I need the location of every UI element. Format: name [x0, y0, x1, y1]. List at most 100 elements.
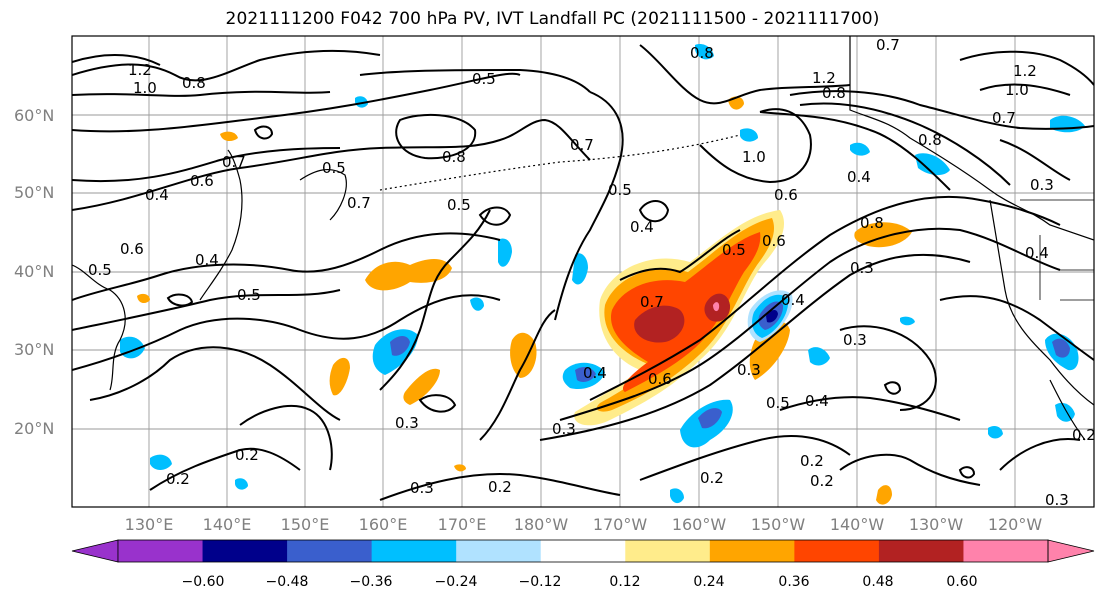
contour-line — [149, 447, 301, 491]
contour-label: 0.6 — [774, 186, 798, 204]
lon-label: 170°E — [438, 515, 487, 534]
positive-pv-blob — [220, 131, 238, 142]
positive-pv-blob — [876, 485, 892, 505]
contour-line — [839, 325, 937, 411]
contour-label: 0.8 — [918, 131, 942, 149]
contour-label: 0.4 — [847, 168, 871, 186]
contour-line — [979, 83, 1071, 96]
coastline-alaska — [849, 36, 1094, 241]
lon-label: 120°W — [988, 515, 1043, 534]
negative-pv — [572, 253, 588, 285]
contour-line — [559, 227, 1061, 421]
positive-pv-peak — [634, 305, 685, 343]
negative-pv — [808, 347, 830, 366]
contour-line — [699, 108, 812, 184]
contour-line — [72, 232, 501, 301]
contour-label: 0.3 — [552, 420, 576, 438]
contour-line — [72, 49, 381, 82]
negative-pv — [470, 297, 484, 311]
colorbar-tick-label: 0.12 — [609, 574, 640, 590]
contour-line — [789, 90, 1094, 130]
contour-label: 0.3 — [410, 479, 434, 497]
negative-pv-strong — [575, 366, 596, 382]
lon-label: 140°E — [203, 515, 252, 534]
contour-line — [253, 125, 274, 140]
positive-pv-blob — [329, 357, 350, 396]
colorbar-segment — [963, 540, 1049, 562]
colorbar-tick-label: −0.36 — [350, 574, 393, 590]
contour-line — [166, 293, 194, 307]
negative-pv — [740, 128, 758, 142]
contour-label: 1.2 — [128, 61, 152, 79]
contour-label: 0.8 — [182, 74, 206, 92]
latitude-labels: 60°N 50°N 40°N 30°N 20°N — [14, 106, 54, 438]
contour-label: 1.2 — [1013, 62, 1037, 80]
contour-label: 0.8 — [860, 214, 884, 232]
colorbar-segment — [794, 540, 880, 562]
contour-line — [89, 346, 341, 421]
lat-label: 60°N — [14, 106, 54, 125]
lon-label: 130°W — [909, 515, 964, 534]
negative-pv — [498, 238, 512, 267]
contour-label: 0.2 — [800, 452, 824, 470]
contour-label: 0.8 — [822, 84, 846, 102]
negative-pv — [235, 478, 248, 490]
contour-label: 0.6 — [120, 240, 144, 258]
colorbar-segment — [202, 540, 288, 562]
contour-label: 0.4 — [583, 364, 607, 382]
negative-pv-strong — [1052, 338, 1070, 358]
lat-label: 20°N — [14, 419, 54, 438]
colorbar-extend-min — [71, 539, 119, 563]
colorbar-segment — [625, 540, 711, 562]
colorbar-segment — [878, 540, 964, 562]
coastline-japan — [199, 149, 243, 301]
lon-label: 150°W — [751, 515, 806, 534]
positive-pv-blob — [365, 259, 452, 291]
contour-label: 0.2 — [166, 470, 190, 488]
contour-line — [759, 111, 951, 191]
contour-line — [72, 289, 341, 331]
contour-label: 0.6 — [762, 232, 786, 250]
contour-label: 0.4 — [1025, 244, 1049, 262]
negative-pv — [355, 96, 368, 108]
pv-contours — [72, 44, 1094, 501]
contour-line — [999, 438, 1081, 471]
contour-label: 1.2 — [812, 69, 836, 87]
positive-pv-blob — [403, 368, 440, 405]
contour-label: 0.5 — [608, 181, 632, 199]
positive-pv-max — [713, 302, 720, 312]
colorbar-extend-max — [1047, 539, 1095, 563]
contour-label: 1.0 — [1005, 81, 1029, 99]
contour-label: 0.3 — [1030, 176, 1054, 194]
contour-line — [418, 394, 457, 413]
contour-line — [638, 200, 670, 223]
colorbar-tick-label: 0.36 — [778, 574, 809, 590]
contour-line — [379, 209, 491, 391]
lat-label: 50°N — [14, 183, 54, 202]
negative-pv — [150, 454, 172, 470]
contour-line — [959, 50, 1094, 86]
contour-line — [883, 381, 902, 395]
colorbar-segment — [540, 540, 626, 562]
contour-label: 0.4 — [805, 392, 829, 410]
negative-pv — [900, 316, 915, 326]
lon-label: 170°W — [593, 515, 648, 534]
contour-line — [799, 102, 1011, 186]
contour-line — [589, 195, 1061, 401]
contour-line — [72, 90, 331, 97]
contour-line — [554, 91, 624, 321]
negative-pv — [988, 426, 1003, 439]
negative-pv — [915, 153, 950, 176]
contour-line — [939, 295, 1094, 361]
contour-label: 0.3 — [843, 331, 867, 349]
contour-label: 0.5 — [722, 241, 746, 259]
contour-line — [395, 113, 477, 160]
contour-line — [72, 294, 501, 371]
contour-line — [539, 253, 971, 441]
pv-shading — [120, 44, 1085, 505]
contour-label: 0.2 — [488, 478, 512, 496]
contour-line — [839, 453, 981, 486]
positive-pv-strong — [610, 232, 761, 392]
contour-label: 0.2 — [1072, 426, 1096, 444]
contour-label: 0.7 — [347, 194, 371, 212]
